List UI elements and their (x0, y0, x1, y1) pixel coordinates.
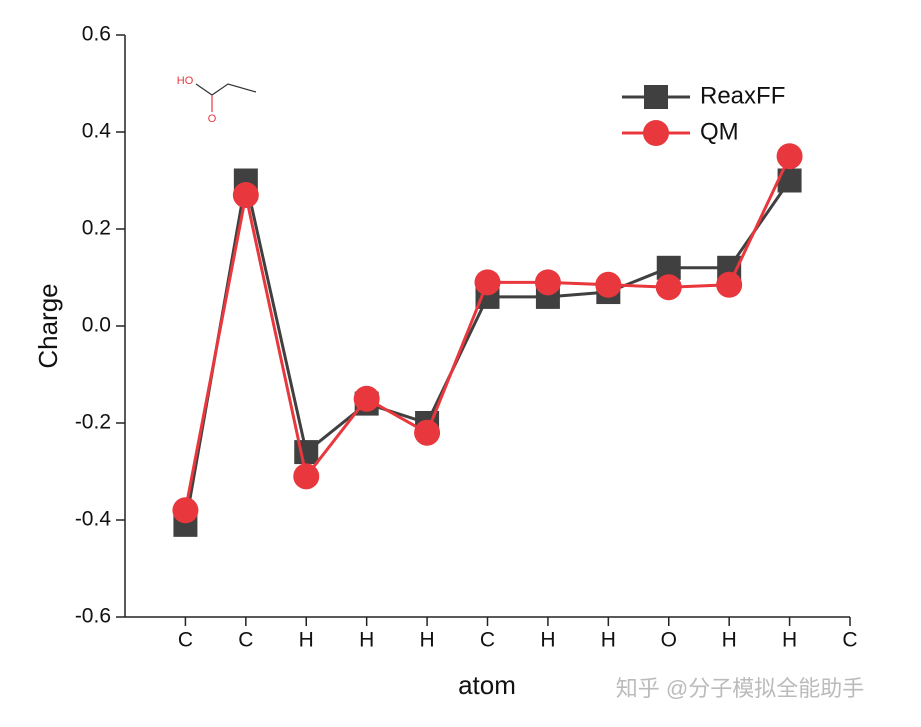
x-tick-label: O (661, 629, 677, 652)
series-line (183, 155, 791, 511)
x-tick-label: H (359, 629, 374, 652)
x-axis-label: atom (458, 670, 516, 700)
x-tick-label: C (178, 629, 193, 652)
x-tick-label: H (601, 629, 616, 652)
x-tick-label: H (722, 629, 737, 652)
point (656, 255, 681, 280)
watermark: 知乎 @分子模拟全能助手 (616, 676, 864, 701)
bond (195, 83, 257, 96)
x-tick-label: C (238, 629, 253, 652)
point (353, 385, 380, 412)
point (534, 269, 561, 296)
y-tick-label: 0.6 (82, 23, 111, 46)
y-axis-label: Charge (33, 283, 63, 368)
x-tick-label: H (782, 629, 797, 652)
y-tick-label: -0.4 (75, 508, 112, 531)
point (776, 143, 803, 170)
legend-marker (643, 120, 669, 146)
molecule-label: HO (177, 75, 194, 87)
molecule-label: O (208, 113, 217, 125)
x-tick-label: H (419, 629, 434, 652)
x-tick-label: C (480, 629, 495, 652)
point (474, 269, 501, 296)
y-tick-label: 0.0 (82, 314, 111, 337)
y-tick-label: -0.6 (75, 605, 111, 628)
legend-label: QM (700, 118, 739, 145)
molecule: HO O (177, 75, 257, 125)
point (172, 497, 199, 524)
y-tick-label: -0.2 (75, 411, 111, 434)
point (595, 271, 622, 298)
x-tick-label: H (540, 629, 555, 652)
y-tick-label: 0.2 (82, 217, 111, 240)
point (716, 271, 743, 298)
point (655, 274, 682, 301)
series-line (183, 179, 791, 526)
point (293, 463, 320, 490)
y-tick-label: 0.4 (82, 120, 112, 143)
legend-label: ReaxFF (700, 82, 785, 109)
x-tick-label: C (842, 629, 857, 652)
x-tick-label: H (299, 629, 314, 652)
point (414, 419, 441, 446)
point (232, 182, 259, 209)
legend-marker (644, 85, 668, 109)
